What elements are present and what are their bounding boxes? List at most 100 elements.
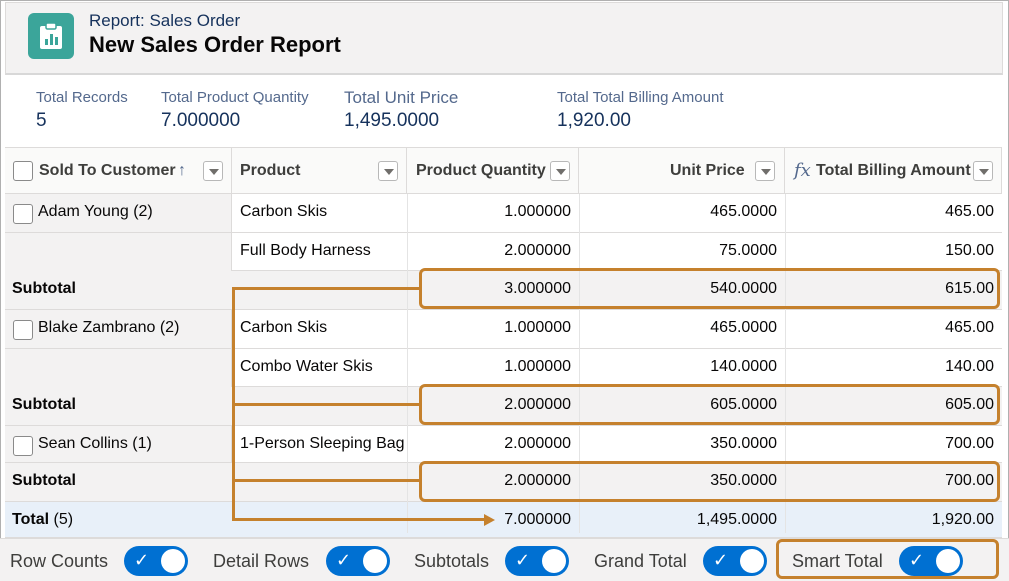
subtotal-billing: 605.00 bbox=[945, 396, 994, 413]
summary-value-total-records: 5 bbox=[36, 110, 47, 131]
column-label-product: Product bbox=[240, 162, 301, 179]
summary-label-total-quantity: Total Product Quantity bbox=[161, 89, 309, 106]
cell-product: Full Body Harness bbox=[240, 242, 371, 259]
total-unit-price: 1,495.0000 bbox=[696, 511, 777, 528]
summary-label-total-billing: Total Total Billing Amount bbox=[557, 89, 724, 106]
subtotals-toggle[interactable]: ✓ bbox=[505, 546, 569, 576]
subtotal-quantity: 2.000000 bbox=[504, 396, 571, 413]
row-checkbox[interactable] bbox=[13, 320, 33, 340]
subtotal-unit-price: 540.0000 bbox=[710, 280, 777, 297]
column-divider bbox=[407, 194, 408, 533]
subtotal-quantity: 2.000000 bbox=[504, 472, 571, 489]
annotation-connector bbox=[232, 287, 420, 290]
annotation-connector bbox=[232, 403, 420, 406]
page-title: New Sales Order Report bbox=[89, 32, 341, 57]
subtotal-row: Subtotal 2.000000 605.0000 605.00 bbox=[5, 387, 1002, 426]
cell-product: Combo Water Skis bbox=[240, 358, 373, 375]
table-row[interactable]: Adam Young (2) Carbon Skis 1.000000 465.… bbox=[5, 194, 1002, 233]
cell-billing: 150.00 bbox=[945, 242, 994, 259]
chevron-down-icon[interactable] bbox=[203, 161, 223, 181]
cell-billing: 465.00 bbox=[945, 203, 994, 220]
cell-product: Carbon Skis bbox=[240, 319, 328, 336]
report-header: Report: Sales Order New Sales Order Repo… bbox=[5, 2, 1003, 75]
toggle-knob bbox=[936, 549, 960, 573]
smart-total-toggle[interactable]: ✓ bbox=[899, 546, 963, 576]
column-label-customer: Sold To Customer bbox=[39, 162, 176, 179]
cell-billing: 700.00 bbox=[945, 435, 994, 452]
grand-total-toggle[interactable]: ✓ bbox=[703, 546, 767, 576]
table-row[interactable]: Full Body Harness 2.000000 75.0000 150.0… bbox=[232, 233, 1002, 271]
cell-unit-price: 140.0000 bbox=[710, 358, 777, 375]
cell-quantity: 2.000000 bbox=[504, 435, 571, 452]
report-chart-icon bbox=[28, 13, 74, 59]
summary-label-total-unit-price: Total Unit Price bbox=[344, 88, 459, 107]
row-checkbox[interactable] bbox=[13, 204, 33, 224]
highlight-subtotal-2 bbox=[419, 384, 1000, 425]
highlight-subtotal-3 bbox=[419, 461, 1000, 502]
cell-unit-price: 350.0000 bbox=[710, 435, 777, 452]
summary-value-total-billing: 1,920.00 bbox=[557, 110, 631, 131]
cell-quantity: 1.000000 bbox=[504, 358, 571, 375]
toggle-label-row-counts: Row Counts bbox=[10, 551, 109, 571]
select-all-checkbox[interactable] bbox=[13, 161, 33, 181]
toggle-knob bbox=[542, 549, 566, 573]
column-header-product[interactable]: Product bbox=[232, 147, 407, 194]
cell-unit-price: 75.0000 bbox=[719, 242, 777, 259]
toggle-knob bbox=[161, 549, 185, 573]
column-label-quantity: Product Quantity bbox=[416, 162, 546, 179]
total-label-text: Total bbox=[12, 511, 50, 528]
summary-value-total-unit-price: 1,495.0000 bbox=[344, 110, 440, 131]
highlight-smart-total bbox=[776, 539, 999, 579]
toggle-label-detail-rows: Detail Rows bbox=[213, 551, 310, 571]
table-row[interactable]: Blake Zambrano (2) Carbon Skis 1.000000 … bbox=[5, 310, 1002, 349]
column-header-customer[interactable]: Sold To Customer ↑ bbox=[5, 147, 232, 194]
chevron-down-icon[interactable] bbox=[550, 161, 570, 181]
group-cell bbox=[5, 426, 232, 463]
arrow-head-icon bbox=[484, 514, 495, 526]
column-divider bbox=[785, 194, 786, 533]
column-header-unit-price[interactable]: Unit Price bbox=[579, 147, 785, 194]
subtotal-label: Subtotal bbox=[12, 472, 76, 489]
row-checkbox[interactable] bbox=[13, 436, 33, 456]
total-label: Total (5) bbox=[12, 511, 73, 529]
subtotal-billing: 615.00 bbox=[945, 280, 994, 297]
checkmark-icon: ✓ bbox=[909, 550, 925, 570]
checkmark-icon: ✓ bbox=[515, 550, 531, 570]
total-count: (5) bbox=[53, 511, 74, 528]
report-type-label: Report: Sales Order bbox=[89, 11, 241, 30]
grand-total-row: Total (5) 7.000000 1,495.0000 1,920.00 bbox=[5, 502, 1002, 538]
highlight-subtotal-1 bbox=[419, 268, 1000, 309]
formula-icon: fx bbox=[794, 160, 811, 181]
checkmark-icon: ✓ bbox=[713, 550, 729, 570]
annotation-connector bbox=[232, 479, 420, 482]
toggle-label-subtotals: Subtotals bbox=[414, 551, 490, 571]
toggle-label-grand-total: Grand Total bbox=[594, 551, 687, 571]
group-customer-name: Sean Collins (1) bbox=[38, 435, 152, 452]
column-header-billing[interactable]: fx Total Billing Amount bbox=[785, 147, 1002, 194]
cell-unit-price: 465.0000 bbox=[710, 203, 777, 220]
subtotal-unit-price: 350.0000 bbox=[710, 472, 777, 489]
chevron-down-icon[interactable] bbox=[973, 161, 993, 181]
cell-quantity: 2.000000 bbox=[504, 242, 571, 259]
chevron-down-icon[interactable] bbox=[755, 161, 775, 181]
subtotal-row: Subtotal 3.000000 540.0000 615.00 bbox=[5, 271, 1002, 310]
report-footer: Row Counts ✓ Detail Rows ✓ Subtotals ✓ G… bbox=[0, 538, 1009, 581]
column-label-billing: Total Billing Amount bbox=[816, 162, 971, 179]
checkmark-icon: ✓ bbox=[134, 550, 150, 570]
column-header-quantity[interactable]: Product Quantity bbox=[407, 147, 579, 194]
detail-rows-toggle[interactable]: ✓ bbox=[326, 546, 390, 576]
cell-product: Carbon Skis bbox=[240, 203, 328, 220]
toggle-label-smart-total: Smart Total bbox=[792, 551, 883, 571]
row-counts-toggle[interactable]: ✓ bbox=[124, 546, 188, 576]
chevron-down-icon[interactable] bbox=[378, 161, 398, 181]
sort-ascending-icon[interactable]: ↑ bbox=[178, 162, 186, 179]
table-row[interactable]: Combo Water Skis 1.000000 140.0000 140.0… bbox=[232, 349, 1002, 387]
subtotal-billing: 700.00 bbox=[945, 472, 994, 489]
subtotal-quantity: 3.000000 bbox=[504, 280, 571, 297]
group-customer-name: Blake Zambrano (2) bbox=[38, 319, 180, 336]
subtotal-unit-price: 605.0000 bbox=[710, 396, 777, 413]
cell-quantity: 1.000000 bbox=[504, 203, 571, 220]
toggle-knob bbox=[740, 549, 764, 573]
table-row[interactable]: Sean Collins (1) 1-Person Sleeping Bag 2… bbox=[5, 426, 1002, 463]
toggle-knob bbox=[363, 549, 387, 573]
